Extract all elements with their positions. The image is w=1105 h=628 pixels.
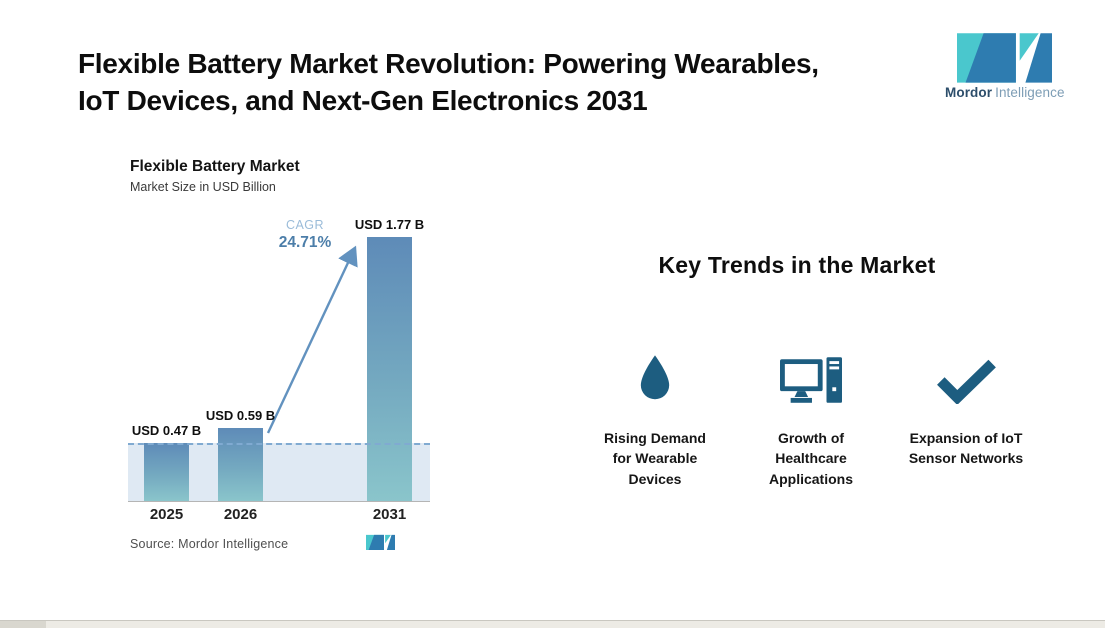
cagr-value: 24.71% [278, 234, 332, 251]
trend-label: Expansion of IoT Sensor Networks [908, 430, 1024, 467]
cagr-growth-arrow-icon [266, 245, 358, 434]
bar-value-label-2031: USD 1.77 B [354, 217, 425, 232]
page-title-line2: IoT Devices, and Next-Gen Electronics 20… [78, 84, 648, 116]
window-bottom-edge-corner [0, 621, 46, 628]
brand-logo: Mordor Intelligence [945, 30, 1075, 100]
plot-area: CAGR 24.71% USD 0.47 B USD 0.59 B USD 1.77… [128, 210, 430, 502]
x-axis-tick-2031: 2031 [372, 506, 407, 523]
trend-item-healthcare: Growth of Healthcare Applications [731, 346, 891, 489]
key-trends-heading: Key Trends in the Market [658, 252, 936, 278]
bar-2025 [144, 443, 189, 501]
cagr-callout: CAGR 24.71% [250, 218, 360, 252]
bar-2026 [218, 428, 263, 501]
chart-source: Source: Mordor Intelligence [130, 537, 289, 551]
target-dashed-line [128, 443, 430, 445]
bar-value-label-2025: USD 0.47 B [131, 423, 202, 438]
checkmark-icon [937, 359, 996, 404]
bar-value-label-2026: USD 0.59 B [205, 408, 276, 423]
trend-item-iot: Expansion of IoT Sensor Networks [886, 346, 1046, 469]
source-logo-icon [366, 534, 395, 550]
x-axis-tick-2026: 2026 [223, 506, 258, 523]
brand-name-primary: Mordor [945, 85, 993, 100]
window-bottom-edge [0, 620, 1105, 628]
page-title-line1: Flexible Battery Market Revolution: Powe… [78, 48, 819, 79]
trend-item-wearables: Rising Demand for Wearable Devices [575, 346, 735, 489]
cagr-label: CAGR [285, 218, 325, 232]
x-axis-tick-2025: 2025 [149, 506, 184, 523]
chart-subtitle: Market Size in USD Billion [130, 180, 276, 194]
water-drop-icon [640, 355, 670, 400]
desktop-computer-icon [780, 357, 842, 403]
trend-label: Growth of Healthcare Applications [768, 430, 853, 487]
brand-wordmark: Mordor Intelligence [945, 85, 1075, 100]
chart-title: Flexible Battery Market [130, 158, 300, 175]
mordor-intelligence-logo-icon [957, 33, 1052, 83]
page-title: Flexible Battery Market Revolution: Powe… [78, 46, 918, 120]
brand-name-secondary: Intelligence [995, 85, 1065, 100]
trend-label: Rising Demand for Wearable Devices [604, 430, 706, 487]
bar-2031 [367, 237, 412, 501]
market-size-chart: Flexible Battery Market Market Size in U… [128, 158, 432, 568]
